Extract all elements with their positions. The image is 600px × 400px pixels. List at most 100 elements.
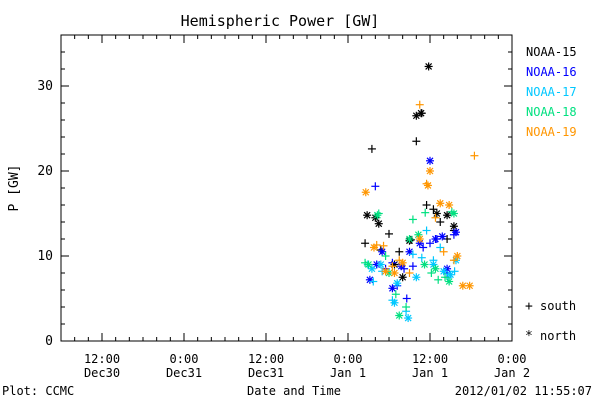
point-noaa-17-south [422,226,431,235]
star-d2-stroke [432,265,439,273]
point-noaa-19-north [458,281,467,290]
point-noaa-15-south [361,239,370,248]
star-d2-stroke [426,167,434,175]
x-tick-label: 0:00 [498,352,527,366]
star-d2-stroke [363,211,371,219]
point-noaa-16-north [426,156,434,165]
star-d2-stroke [429,261,437,268]
point-noaa-19-south [449,256,458,265]
point-noaa-17-north [390,298,399,307]
y-tick-label: 10 [37,249,53,264]
point-noaa-19-north [398,258,407,267]
star-d2-stroke [466,282,474,290]
star-d2-stroke [440,267,448,275]
point-noaa-19-north [453,252,462,260]
point-noaa-18-north [373,211,382,220]
star-d2-stroke [416,235,424,243]
legend-entry-noaa-18: NOAA-18 [526,105,577,119]
star-d2-stroke [399,273,407,281]
point-noaa-18-north [364,260,373,269]
star-d2-stroke [417,109,425,117]
point-noaa-18-south [402,303,411,311]
point-noaa-17-south [436,243,445,252]
star-d2-stroke [450,222,458,230]
point-noaa-19-south [415,100,424,109]
footer-plot-source: Plot: CCMC [2,384,74,398]
point-noaa-18-south [441,273,450,282]
legend-entry-noaa-17: NOAA-17 [526,85,577,99]
star-d2-stroke [391,269,398,277]
point-noaa-19-north [426,167,434,175]
data-marks [361,62,479,323]
point-noaa-16-north [451,228,460,237]
symbol-legend-label-south: south [540,299,576,313]
point-noaa-17-north [404,314,413,323]
x-tick-date-label: Dec30 [84,366,120,380]
x-tick-date-label: Jan 1 [330,366,366,380]
point-noaa-17-north [367,264,376,273]
point-noaa-19-north [361,188,370,197]
point-noaa-15-north [432,209,441,218]
point-noaa-18-north [395,311,404,320]
star-d2-stroke [445,201,453,209]
point-noaa-16-south [408,262,417,271]
point-noaa-19-north [436,199,445,208]
point-noaa-18-north [449,209,458,218]
legend-entry-noaa-15: NOAA-15 [526,45,577,59]
point-noaa-16-south [402,294,411,303]
plot-axes [60,34,513,342]
point-noaa-15-south [385,229,393,238]
y-axis-ticks: 0 10 20 30 [37,34,512,349]
point-noaa-18-south [427,269,436,277]
footer-timestamp: 2012/01/02 11:55:07 [455,384,592,398]
x-tick-label: 0:00 [334,352,363,366]
point-noaa-16-north [378,247,387,256]
point-noaa-18-south [421,208,430,217]
star-d2-stroke [391,299,398,307]
point-noaa-19-south [379,241,388,250]
point-noaa-15-north [449,222,458,231]
star-d2-stroke [426,157,434,165]
legend-entry-noaa-16: NOAA-16 [526,65,577,79]
point-noaa-15-south [412,137,421,146]
star-d2-stroke [453,252,461,260]
point-noaa-18-north [420,260,429,269]
x-tick-label: 12:00 [248,352,284,366]
x-tick-date-label: Dec31 [248,366,284,380]
star-d2-stroke [395,312,403,319]
point-noaa-19-north [423,181,432,190]
point-noaa-17-north [376,260,385,269]
point-noaa-15-north [390,260,399,269]
y-tick-label: 30 [37,79,53,94]
plot-frame [60,34,513,342]
point-noaa-17-south [450,267,459,276]
star-d2-stroke [404,314,412,322]
star-d2-stroke [421,261,428,268]
point-noaa-19-north [445,201,454,209]
x-tick-label: 12:00 [84,352,120,366]
symbol-legend-label-north: north [540,329,576,343]
point-noaa-16-north [365,275,374,284]
point-noaa-19-north [465,281,474,290]
x-tick-label: 0:00 [170,352,199,366]
point-noaa-19-south [388,262,397,271]
point-noaa-19-south [405,269,414,277]
point-noaa-17-north [412,273,421,282]
star-d2-stroke [406,248,413,256]
star-d2-stroke [375,220,383,228]
star-d2-stroke [385,269,393,277]
y-tick-label: 20 [37,164,53,179]
point-noaa-16-south [419,243,428,252]
star-d2-stroke [443,211,451,219]
point-noaa-18-south [381,252,390,260]
series-legend: NOAA-15 NOAA-16 NOAA-17 NOAA-18 NOAA-19 [526,45,577,139]
star-d2-stroke [366,276,374,284]
x-tick-date-label: Jan 2 [494,366,530,380]
star-d2-stroke [412,273,420,281]
star-d2-stroke [382,267,390,275]
point-noaa-18-north [431,264,440,273]
point-noaa-17-south [417,253,426,262]
y-tick-label: 0 [45,334,53,349]
